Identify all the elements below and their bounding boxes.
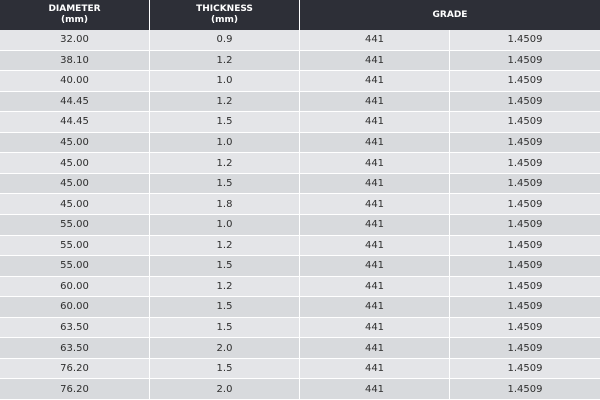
table-cell: 1.2 — [150, 50, 300, 72]
table-cell: 55.00 — [0, 214, 150, 236]
table-cell: 441 — [300, 358, 450, 380]
header-cell: GRADE — [300, 0, 600, 30]
table-cell: 441 — [300, 91, 450, 113]
table-cell: 441 — [300, 235, 450, 257]
table-cell: 441 — [300, 317, 450, 339]
table-cell: 441 — [300, 338, 450, 359]
table-cell: 1.4509 — [450, 153, 600, 174]
table-cell: 1.0 — [150, 71, 300, 92]
table-cell: 1.2 — [150, 153, 300, 174]
table-cell: 45.00 — [0, 153, 150, 174]
table-cell: 1.4509 — [450, 358, 600, 380]
table-cell: 441 — [300, 112, 450, 133]
table-cell: 55.00 — [0, 256, 150, 277]
table-cell: 45.00 — [0, 194, 150, 215]
table-cell: 1.4509 — [450, 235, 600, 257]
table-cell: 1.0 — [150, 214, 300, 236]
table-cell: 1.4509 — [450, 173, 600, 195]
table-cell: 1.4509 — [450, 297, 600, 318]
table-cell: 441 — [300, 30, 450, 51]
table-cell: 1.4509 — [450, 194, 600, 215]
table-cell: 2.0 — [150, 379, 300, 400]
table-cell: 44.45 — [0, 112, 150, 133]
table-cell: 0.9 — [150, 30, 300, 51]
table-cell: 1.5 — [150, 297, 300, 318]
header-cell: DIAMETER (mm) — [0, 0, 150, 30]
table-cell: 45.00 — [0, 173, 150, 195]
table-cell: 1.4509 — [450, 276, 600, 298]
table-cell: 1.4509 — [450, 256, 600, 277]
table-cell: 38.10 — [0, 50, 150, 72]
table-cell: 441 — [300, 173, 450, 195]
table-cell: 1.4509 — [450, 91, 600, 113]
table-cell: 441 — [300, 297, 450, 318]
header-text: THICKNESS — [196, 4, 253, 14]
table-cell: 441 — [300, 50, 450, 72]
table-cell: 45.00 — [0, 132, 150, 154]
header-text: (mm) — [211, 15, 238, 25]
header-text: DIAMETER — [48, 4, 101, 14]
table-cell: 76.20 — [0, 358, 150, 380]
table-cell: 1.2 — [150, 276, 300, 298]
table-cell: 55.00 — [0, 235, 150, 257]
table-cell: 60.00 — [0, 276, 150, 298]
header-text: GRADE — [432, 9, 468, 20]
table-cell: 441 — [300, 132, 450, 154]
table-cell: 1.4509 — [450, 338, 600, 359]
table-cell: 44.45 — [0, 91, 150, 113]
header-text: (mm) — [61, 15, 88, 25]
table-cell: 1.5 — [150, 173, 300, 195]
table-cell: 1.5 — [150, 256, 300, 277]
table-cell: 1.5 — [150, 317, 300, 339]
table-cell: 1.5 — [150, 358, 300, 380]
table-cell: 1.4509 — [450, 379, 600, 400]
table-cell: 1.4509 — [450, 71, 600, 92]
table-cell: 1.8 — [150, 194, 300, 215]
header-cell: THICKNESS (mm) — [150, 0, 300, 30]
table-cell: 1.4509 — [450, 317, 600, 339]
table-cell: 1.4509 — [450, 30, 600, 51]
table-cell: 63.50 — [0, 317, 150, 339]
table-cell: 1.2 — [150, 91, 300, 113]
table-cell: 441 — [300, 153, 450, 174]
table-cell: 1.4509 — [450, 50, 600, 72]
table-cell: 63.50 — [0, 338, 150, 359]
table-cell: 441 — [300, 379, 450, 400]
table-cell: 441 — [300, 276, 450, 298]
table-cell: 1.0 — [150, 132, 300, 154]
table-cell: 441 — [300, 256, 450, 277]
table-cell: 2.0 — [150, 338, 300, 359]
table-cell: 40.00 — [0, 71, 150, 92]
table-cell: 1.2 — [150, 235, 300, 257]
table-cell: 441 — [300, 214, 450, 236]
table-cell: 1.4509 — [450, 132, 600, 154]
table-cell: 60.00 — [0, 297, 150, 318]
table-cell: 32.00 — [0, 30, 150, 51]
table-cell: 1.4509 — [450, 214, 600, 236]
table-cell: 1.5 — [150, 112, 300, 133]
table-cell: 441 — [300, 194, 450, 215]
table-cell: 441 — [300, 71, 450, 92]
table-cell: 76.20 — [0, 379, 150, 400]
table-cell: 1.4509 — [450, 112, 600, 133]
